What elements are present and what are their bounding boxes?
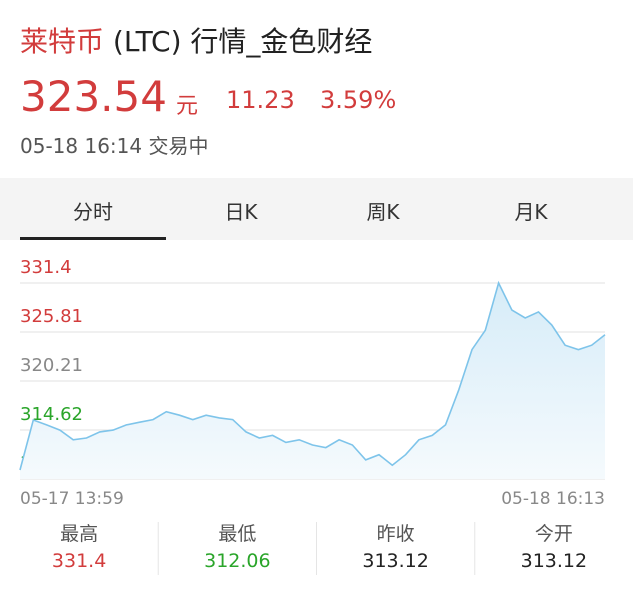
change-pct: 3.59%	[320, 86, 397, 114]
unit: 元	[176, 94, 199, 119]
page-title: 莱特币 (LTC) 行情_金色财经	[20, 20, 372, 60]
stat-value: 313.12	[521, 550, 587, 572]
tab[interactable]: 分时	[73, 200, 113, 224]
tab-bar: 分时 日K 周K 月K	[0, 178, 633, 240]
time: 05-18 16:14	[20, 134, 143, 158]
price: 323.54	[20, 72, 167, 121]
area	[20, 283, 605, 479]
price-line	[19, 280, 606, 471]
y-tick-label: 314.62	[20, 404, 83, 425]
tab[interactable]: 周K	[366, 200, 400, 224]
tab[interactable]: 日K	[224, 200, 258, 224]
stat-label: 最高	[60, 523, 98, 545]
stat-label: 最低	[218, 523, 256, 545]
change: 11.23	[226, 86, 295, 114]
stat-value: 313.12	[362, 550, 428, 572]
status: 交易中	[148, 134, 209, 158]
y-tick-label: 331.4	[20, 257, 72, 278]
stat-value: 312.06	[204, 550, 270, 572]
y-tick-label: 325.81	[20, 306, 83, 327]
stat-value: 331.4	[52, 550, 106, 572]
x-tick-label: 05-18 16:13	[501, 489, 605, 509]
stat-label: 昨收	[377, 523, 415, 545]
coin-name: 莱特币	[20, 25, 105, 58]
title-suffix: (LTC) 行情_金色财经	[112, 25, 373, 58]
y-tick-label: 320.21	[20, 355, 83, 376]
tab[interactable]: 月K	[514, 200, 548, 224]
timestamp: 05-18 16:14 交易中	[20, 130, 208, 159]
tab-underline	[20, 237, 166, 240]
stat-label: 今开	[535, 523, 573, 545]
x-tick-label: 05-17 13:59	[20, 489, 124, 509]
